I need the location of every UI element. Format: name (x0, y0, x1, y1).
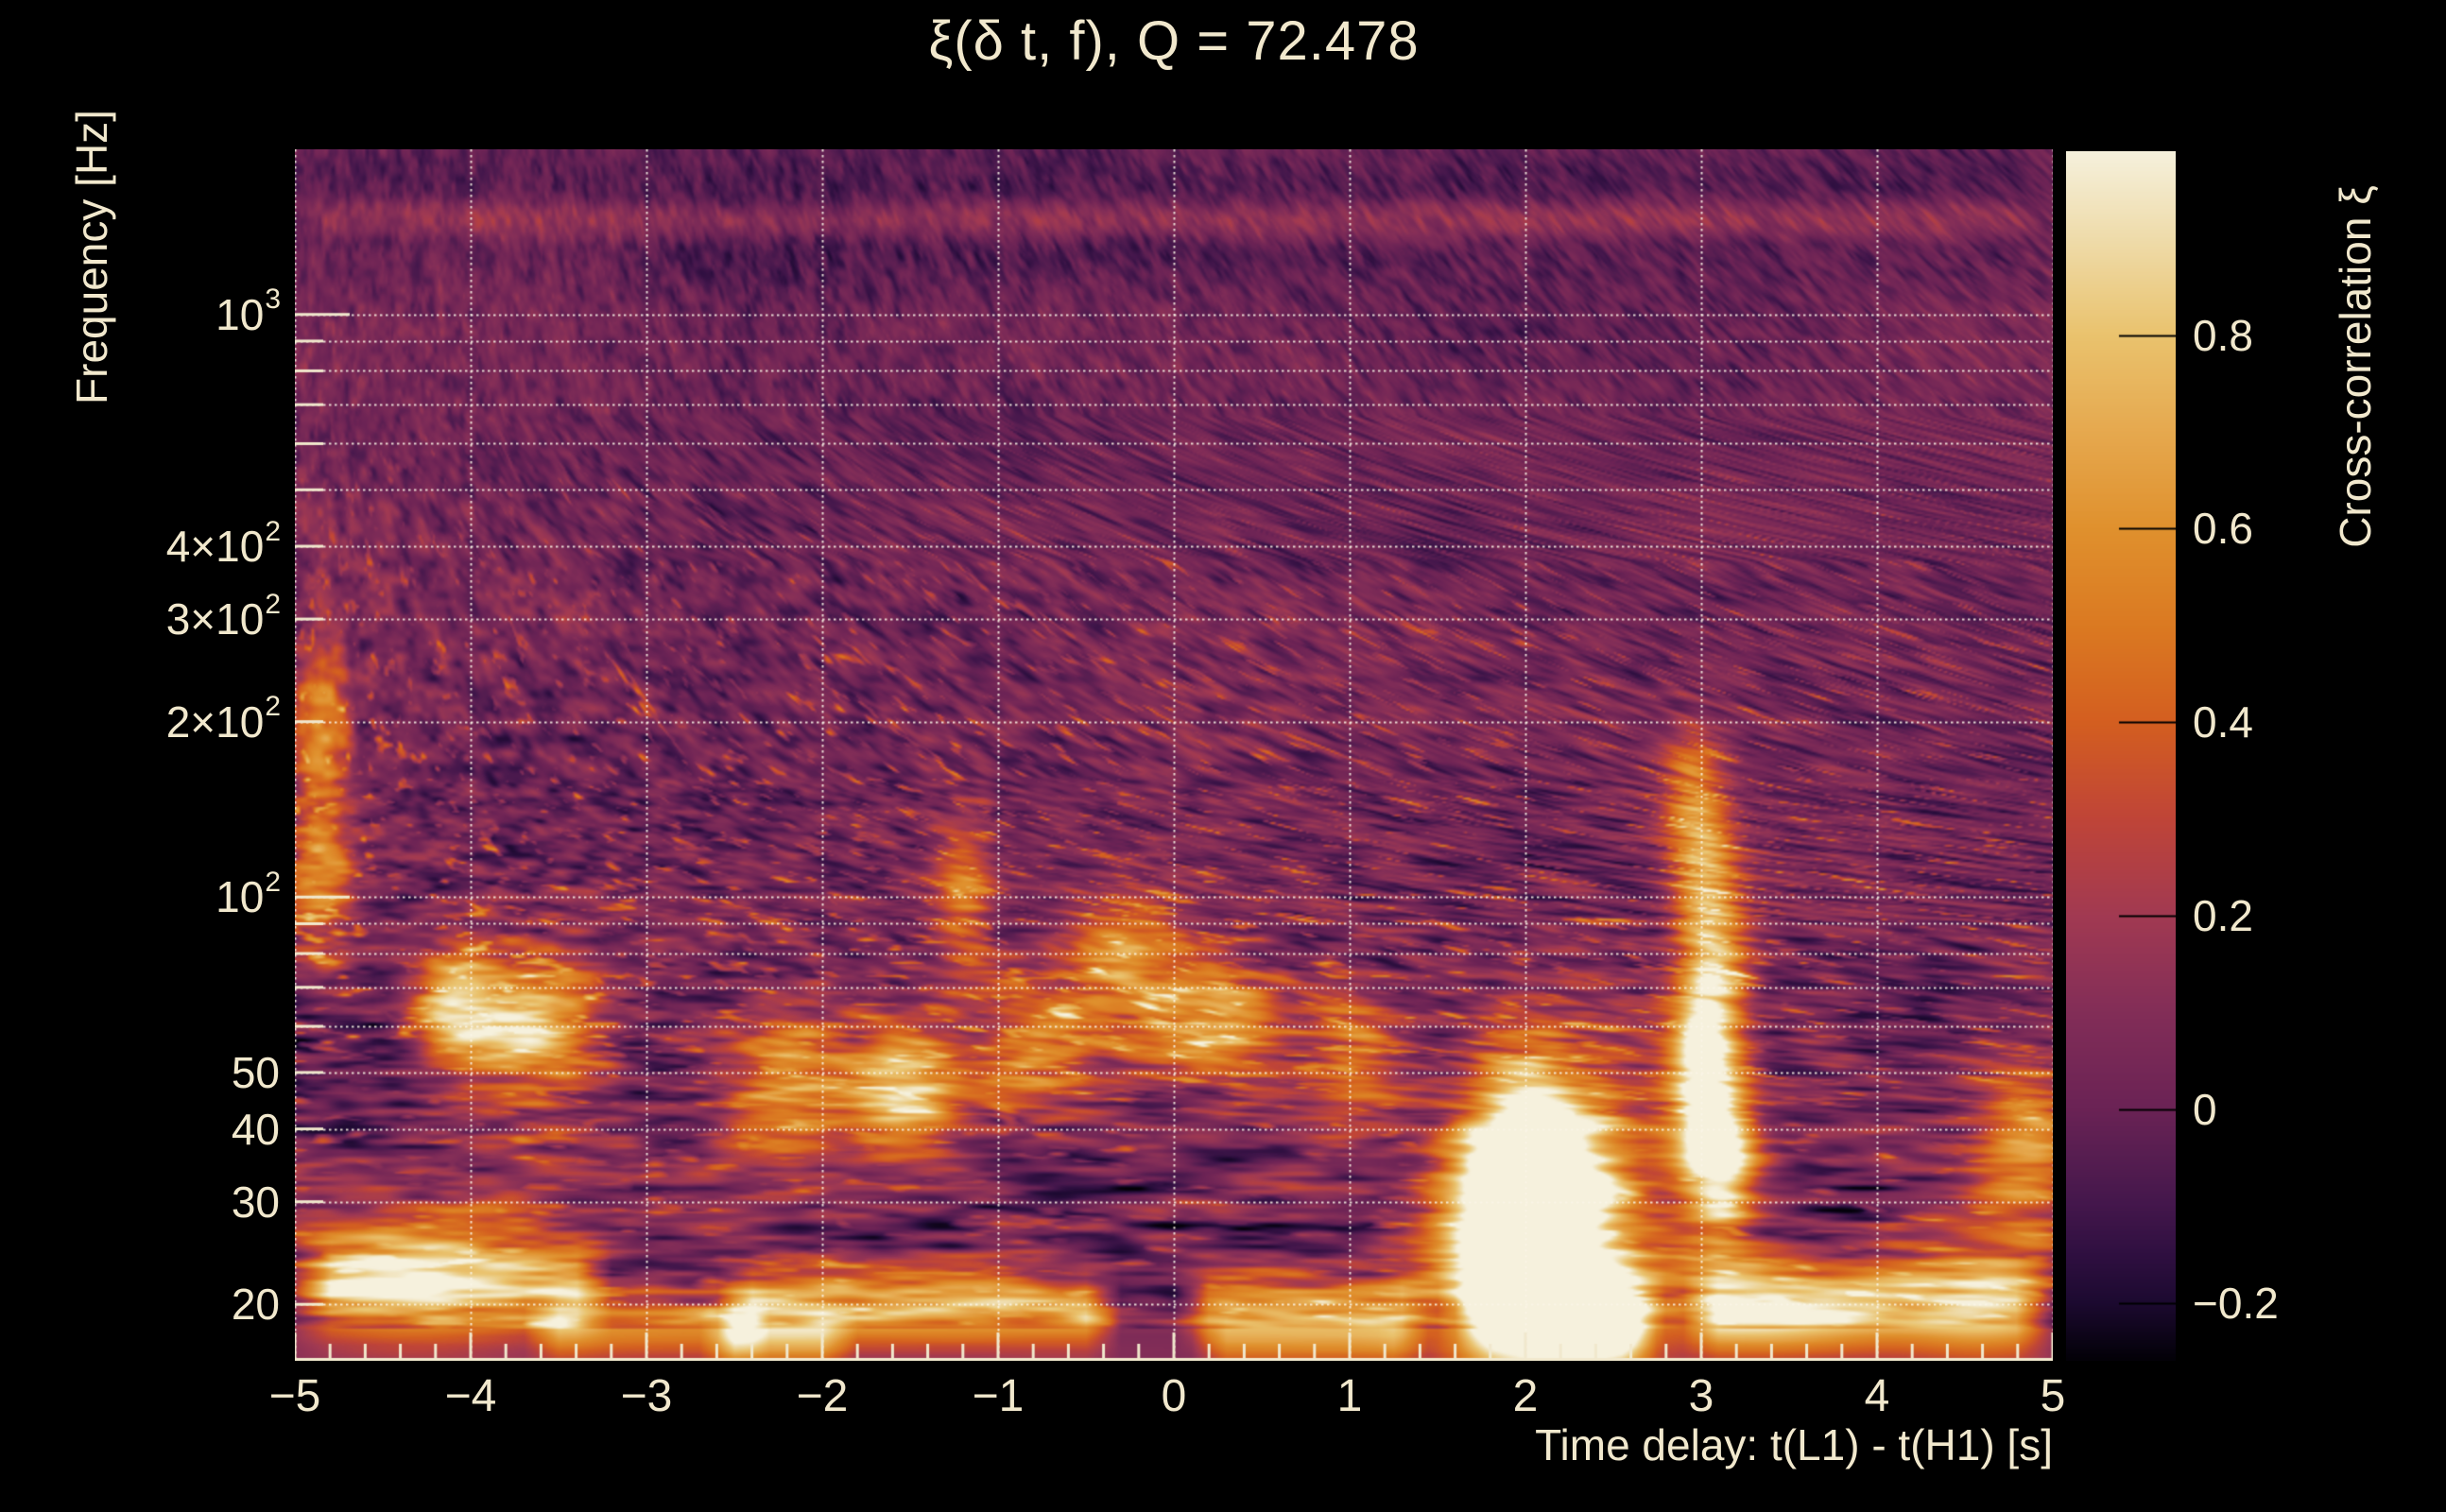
colorbar-tick-label: 0.4 (2193, 697, 2253, 747)
colorbar-tick-label: 0.6 (2193, 504, 2253, 554)
y-tick-label: 30 (231, 1177, 280, 1227)
x-tick-label: −3 (620, 1371, 673, 1421)
x-tick-label: 1 (1336, 1371, 1363, 1421)
y-tick-label: 2×102 (165, 691, 281, 747)
x-tick-label: 2 (1512, 1371, 1539, 1421)
colorbar-title: Cross-correlation ξ (2331, 185, 2380, 548)
y-tick-label: 3×102 (165, 588, 281, 644)
y-tick-label: 103 (215, 284, 281, 339)
x-tick-label: 3 (1688, 1371, 1714, 1421)
y-axis-title: Frequency [Hz] (67, 110, 116, 404)
x-axis-title: Time delay: t(L1) - t(H1) [s] (1535, 1420, 2053, 1469)
colorbar-tick-label: 0.2 (2193, 890, 2253, 940)
plot-title: ξ(δ t, f), Q = 72.478 (928, 10, 1420, 72)
x-tick-label: 5 (2040, 1371, 2066, 1421)
x-tick-label: −5 (268, 1371, 321, 1421)
x-tick-label: 0 (1161, 1371, 1187, 1421)
x-tick-label: 4 (1864, 1371, 1890, 1421)
y-tick-label: 20 (231, 1280, 280, 1330)
y-tick-label: 4×102 (165, 515, 281, 572)
x-tick-label: −2 (796, 1371, 849, 1421)
colorbar-tick-label: 0 (2193, 1084, 2217, 1134)
colorbar-tick-label: 0.8 (2193, 310, 2253, 360)
colorbar-tick-label: −0.2 (2193, 1278, 2279, 1328)
x-tick-label: −4 (444, 1371, 497, 1421)
x-tick-label: −1 (972, 1371, 1025, 1421)
colorbar-gradient (2066, 151, 2176, 1361)
y-tick-label: 40 (231, 1104, 280, 1154)
y-tick-label: 102 (215, 866, 281, 922)
y-tick-label: 50 (231, 1047, 280, 1097)
spectrogram-heatmap (295, 149, 2053, 1361)
